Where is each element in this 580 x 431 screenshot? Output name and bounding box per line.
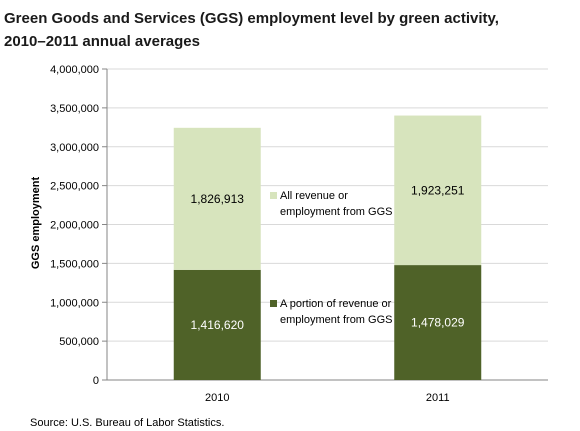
chart-title-line-2: 2010–2011 annual averages <box>4 33 200 50</box>
y-tick-label: 1,000,000 <box>50 297 99 309</box>
y-axis-label: GGS employment <box>30 177 42 270</box>
y-tick-label: 3,500,000 <box>50 103 99 115</box>
y-tick-label: 4,000,000 <box>50 64 99 76</box>
bar-segment <box>394 265 482 380</box>
x-tick-label: 2010 <box>205 392 229 404</box>
y-tick-label: 0 <box>93 375 99 387</box>
legend-swatch <box>270 192 277 199</box>
bar-segment <box>394 115 482 266</box>
data-label: 1,923,251 <box>411 183 465 197</box>
data-label: 1,478,029 <box>411 316 465 330</box>
legend-label: A portion of revenue or <box>280 298 392 310</box>
bars <box>173 115 482 380</box>
data-labels: 1,416,620 1,826,913 1,478,029 1,923,251 <box>191 183 465 332</box>
y-tick-label: 1,500,000 <box>50 258 99 270</box>
legend-label: employment from GGS <box>280 206 392 218</box>
x-tick-label: 2011 <box>426 392 450 404</box>
source-note: Source: U.S. Bureau of Labor Statistics. <box>30 417 224 429</box>
legend-swatch <box>270 300 277 307</box>
bar-segment <box>173 127 261 270</box>
legend-label: All revenue or <box>280 190 348 202</box>
y-tick-label: 2,500,000 <box>50 181 99 193</box>
axes: 0 500,000 1,000,000 1,500,000 2,000,000 2,500… <box>50 64 548 404</box>
data-label: 1,416,620 <box>191 318 245 332</box>
data-label: 1,826,913 <box>191 192 245 206</box>
legend-label: employment from GGS <box>280 314 392 326</box>
y-tick-label: 500,000 <box>59 336 99 348</box>
y-tick-label: 2,000,000 <box>50 220 99 232</box>
y-tick-label: 3,000,000 <box>50 142 99 154</box>
bar-segment <box>173 269 261 380</box>
chart-title-line-1: Green Goods and Services (GGS) employmen… <box>4 10 499 27</box>
legend: All revenue or employment from GGS A porti… <box>270 190 392 326</box>
